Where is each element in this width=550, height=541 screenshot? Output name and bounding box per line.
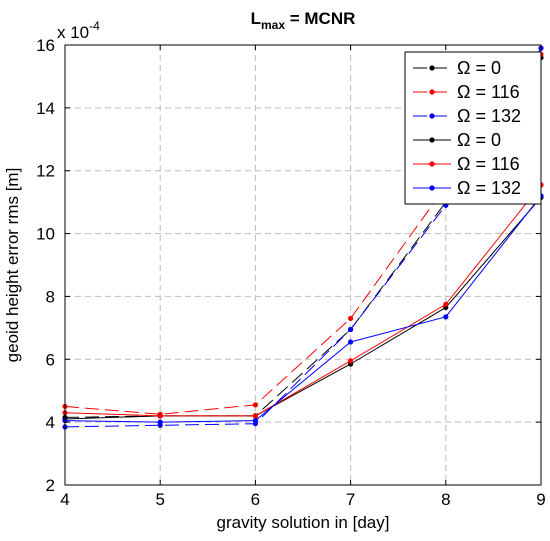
data-point	[348, 339, 354, 345]
exponent-label: x 10-4	[57, 19, 100, 42]
legend-label: Ω = 0	[457, 130, 501, 150]
title-main: L	[251, 9, 261, 28]
x-axis-label: gravity solution in [day]	[217, 513, 390, 532]
y-tick-label: 4	[46, 413, 55, 432]
data-point	[443, 314, 449, 320]
legend-item: Ω = 116	[413, 82, 520, 102]
legend-marker	[429, 113, 435, 119]
data-point	[157, 413, 163, 419]
series-solid-3	[62, 194, 544, 422]
series-line	[64, 195, 542, 423]
title-rest: = MCNR	[285, 9, 355, 28]
data-point	[252, 417, 258, 424]
series-line	[64, 197, 542, 420]
legend-item: Ω = 132	[413, 106, 521, 126]
legend-marker	[429, 185, 435, 191]
y-tick-label: 14	[36, 99, 55, 118]
x-tick-label: 6	[251, 490, 260, 509]
legend-label: Ω = 116	[457, 82, 520, 102]
series-solid-5	[62, 193, 544, 425]
legend-marker	[429, 137, 435, 143]
legend: Ω = 0 Ω = 116 Ω = 132 Ω = 0 Ω = 116 Ω = 132	[404, 51, 542, 205]
y-tick-label: 8	[46, 287, 55, 306]
legend-label: Ω = 116	[457, 154, 520, 174]
x-tick-label: 4	[60, 490, 69, 509]
legend-marker	[429, 161, 435, 167]
legend-item: Ω = 0	[413, 58, 501, 78]
y-tick-label: 10	[36, 225, 55, 244]
y-tick-label: 12	[36, 162, 55, 181]
y-tick-label: 6	[46, 350, 55, 369]
data-point	[348, 315, 354, 322]
legend-label: Ω = 132	[457, 178, 521, 198]
legend-label: Ω = 132	[457, 106, 521, 126]
chart-title: Lmax = MCNR	[251, 9, 356, 32]
y-tick-label: 16	[36, 36, 55, 55]
legend-label: Ω = 0	[457, 58, 501, 78]
x-tick-label: 7	[346, 490, 355, 509]
legend-marker	[429, 89, 435, 95]
data-point	[443, 301, 449, 307]
y-axis-label: geoid height error rms [m]	[3, 168, 22, 363]
data-point	[252, 402, 258, 408]
data-point	[348, 326, 354, 333]
x-tick-label: 9	[536, 490, 545, 509]
exponent-power: -4	[89, 19, 100, 33]
title-sub: max	[261, 18, 285, 32]
data-point	[252, 413, 258, 419]
legend-item: Ω = 132	[413, 178, 521, 198]
data-point	[157, 419, 163, 425]
legend-item: Ω = 0	[413, 130, 501, 150]
series-line	[64, 184, 542, 417]
series-solid-4	[62, 182, 544, 419]
legend-box	[404, 51, 542, 205]
legend-item: Ω = 116	[413, 154, 520, 174]
exponent-base: x 10	[57, 23, 89, 42]
y-tick-label: 2	[46, 476, 55, 495]
x-tick-label: 5	[155, 490, 164, 509]
legend-marker	[429, 65, 435, 71]
data-point	[348, 358, 354, 364]
x-tick-label: 8	[441, 490, 450, 509]
axes-box	[64, 44, 542, 486]
